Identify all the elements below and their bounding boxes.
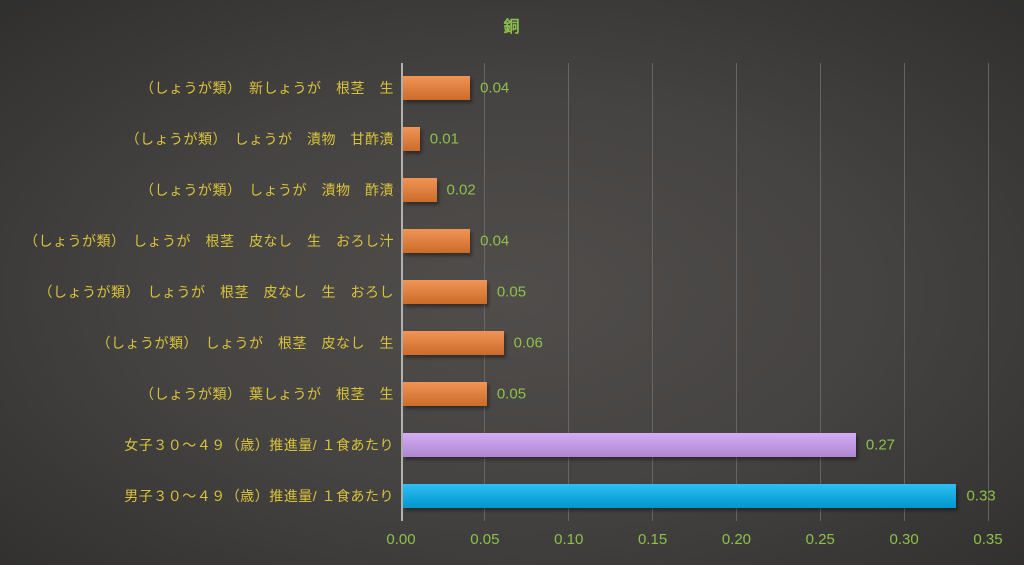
y-axis-line <box>401 63 403 521</box>
category-label: （しょうが類） しょうが 漬物 甘酢漬 <box>125 131 394 148</box>
bar <box>403 381 487 406</box>
bar <box>403 76 471 101</box>
gridline <box>568 63 570 521</box>
x-tick-label: 0.35 <box>973 531 1003 548</box>
bar <box>403 483 957 508</box>
category-label: （しょうが類） しょうが 根茎 皮なし 生 おろし <box>38 284 394 300</box>
value-label: 0.01 <box>429 130 459 148</box>
bar <box>403 178 437 203</box>
value-label: 0.05 <box>496 385 527 403</box>
bar <box>403 330 504 355</box>
value-label: 0.27 <box>865 436 896 454</box>
category-label: 女子３０～４９（歳）推進量/ １食あたり <box>124 436 394 453</box>
chart-title: 銅 <box>503 19 521 36</box>
x-tick-label: 0.25 <box>805 531 835 548</box>
value-label: 0.06 <box>513 334 543 352</box>
category-label: 男子３０～４９（歳）推進量/ １食あたり <box>124 487 394 504</box>
category-label: （しょうが類） しょうが 根茎 皮なし 生 おろし汁 <box>24 233 394 250</box>
x-tick-label: 0.05 <box>470 531 500 548</box>
category-label: （しょうが類） 新しょうが 根茎 生 <box>140 80 394 97</box>
value-label: 0.02 <box>446 181 476 199</box>
x-tick-label: 0.30 <box>889 531 919 548</box>
gridline <box>987 63 989 521</box>
plot-area: 0.04 0.01 0.02 0.04 0.05 0.06 0.05 0.27 0.33 <box>401 63 996 521</box>
x-tick-label: 0.15 <box>637 531 668 548</box>
category-label: （しょうが類） しょうが 漬物 酢漬 <box>140 182 394 199</box>
category-axis: （しょうが類） 新しょうが 根茎 生 （しょうが類） しょうが 漬物 甘酢漬 （しょ… <box>0 63 394 521</box>
bar <box>403 127 420 152</box>
bar <box>403 432 856 457</box>
gridline <box>819 63 821 521</box>
value-label: 0.04 <box>480 232 510 250</box>
gridline <box>735 63 737 521</box>
value-label: 0.33 <box>966 487 996 505</box>
value-label: 0.05 <box>496 283 527 301</box>
bar <box>403 229 471 254</box>
x-tick-label: 0.20 <box>721 531 752 548</box>
x-tick-label: 0.10 <box>554 531 584 548</box>
category-label: （しょうが類） しょうが 根茎 皮なし 生 <box>96 334 394 351</box>
x-axis: 0.00 0.05 0.10 0.15 0.20 0.25 0.30 0.35 <box>386 531 1002 553</box>
gridline <box>652 63 654 521</box>
value-label: 0.04 <box>480 79 510 97</box>
bar <box>403 280 487 304</box>
gridline <box>903 63 905 521</box>
category-label: （しょうが類） 葉しょうが 根茎 生 <box>140 385 394 402</box>
x-tick-label: 0.00 <box>386 531 416 548</box>
